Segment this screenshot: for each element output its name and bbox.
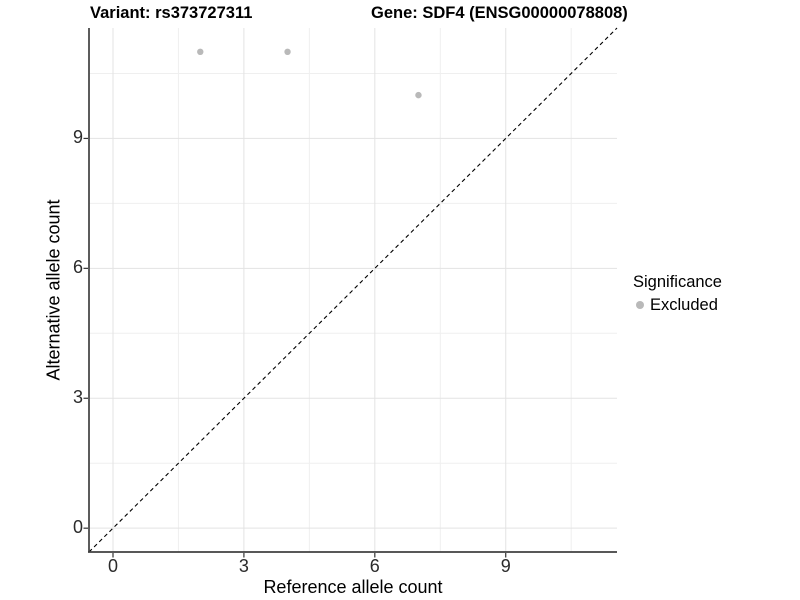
x-axis-title: Reference allele count: [263, 577, 443, 597]
gene-title: Gene: SDF4 (ENSG00000078808): [371, 4, 628, 22]
y-tick-label: 0: [72, 517, 83, 538]
data-point: [197, 48, 204, 56]
legend-item-excluded: Excluded: [633, 295, 722, 316]
y-axis-title: Alternative allele count: [43, 199, 64, 381]
x-tick-label: 9: [500, 556, 511, 576]
legend: Significance Excluded: [633, 272, 722, 315]
gridlines-minor: [89, 28, 617, 552]
y-tick-label: 6: [72, 257, 83, 278]
legend-item-label: Excluded: [650, 295, 718, 314]
x-tick-label: 3: [238, 556, 249, 576]
y-tick-label: 9: [72, 127, 83, 148]
excluded-point-icon: [636, 300, 644, 309]
identity-line: [88, 27, 618, 553]
x-tick-label: 6: [369, 556, 380, 576]
axis-lines: [88, 28, 617, 553]
data-point: [415, 91, 422, 99]
variant-title: Variant: rs373727311: [90, 4, 253, 22]
gridlines-major: [89, 28, 617, 552]
data-point: [284, 48, 291, 56]
x-tick-label: 0: [107, 556, 119, 576]
data-points-excluded: [197, 48, 422, 99]
axis-tick-marks: [83, 137, 507, 558]
legend-title: Significance: [633, 273, 722, 291]
y-tick-label: 3: [72, 387, 83, 408]
